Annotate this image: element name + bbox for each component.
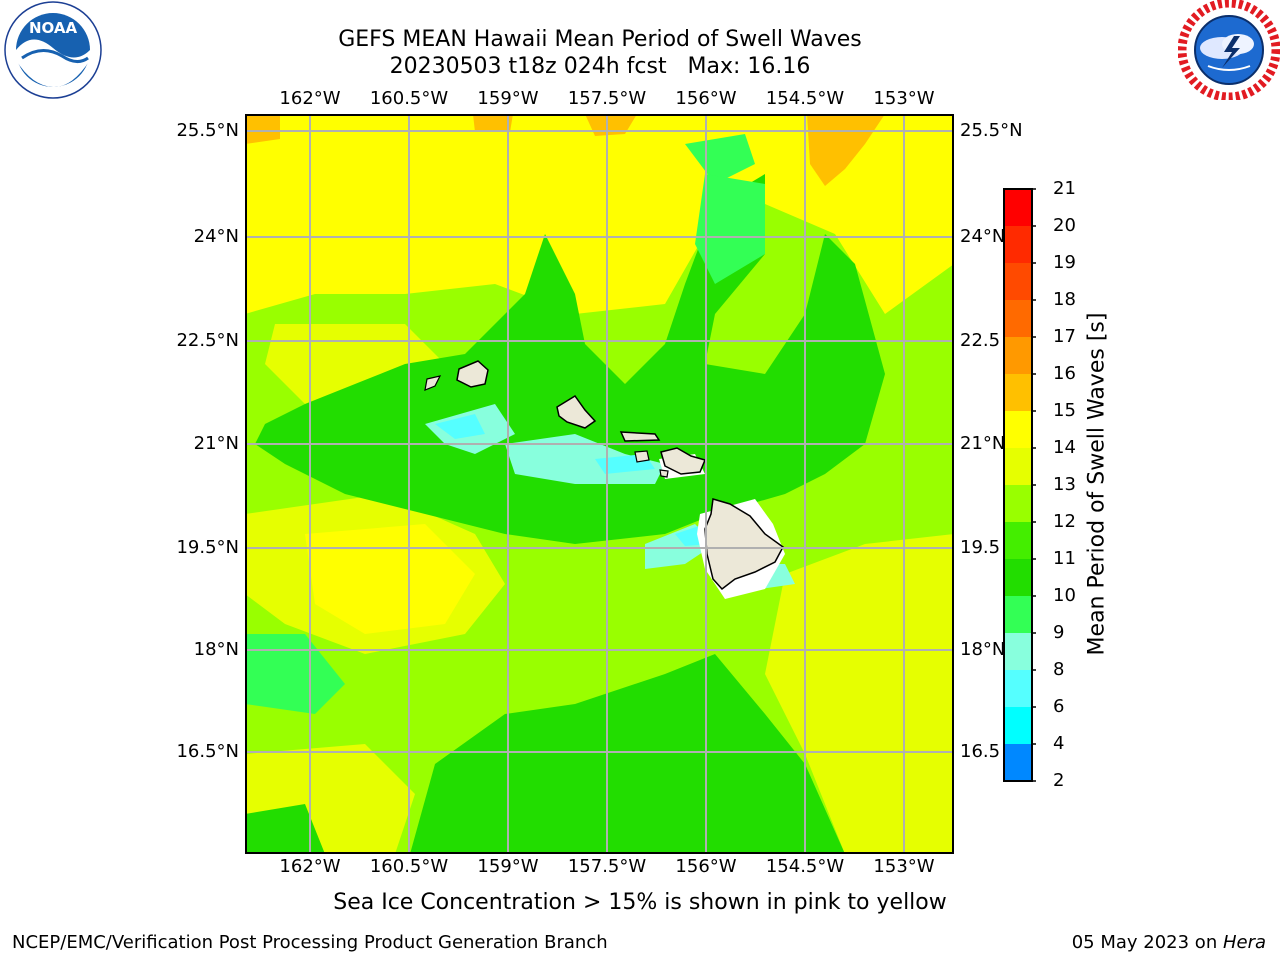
footer-date: 05 May 2023 on Hera	[1072, 932, 1266, 953]
colorbar-title: Mean Period of Swell Waves [s]	[1084, 312, 1110, 656]
colorbar-segment	[1004, 707, 1032, 745]
colorbar-segment	[1004, 522, 1032, 560]
lat-label-right: 18°N	[960, 639, 1006, 660]
lon-label-top: 159°W	[477, 88, 539, 109]
sea-ice-note: Sea Ice Concentration > 15% is shown in …	[333, 890, 947, 915]
colorbar-segment	[1004, 633, 1032, 671]
colorbar-segment	[1004, 189, 1032, 227]
lon-label-top: 162°W	[279, 88, 341, 109]
colorbar-tick-label: 9	[1053, 622, 1065, 643]
colorbar-segment	[1004, 411, 1032, 449]
lat-label-left: 21°N	[193, 433, 239, 454]
colorbar-segment	[1004, 744, 1032, 782]
colorbar-segment	[1004, 374, 1032, 412]
colorbar-tick-label: 14	[1053, 437, 1076, 458]
lon-label-bottom: 154.5°W	[765, 856, 845, 877]
lon-label-top: 160.5°W	[369, 88, 449, 109]
colorbar-segment	[1004, 448, 1032, 486]
colorbar-tick-label: 21	[1053, 178, 1076, 199]
colorbar-tick-label: 11	[1053, 548, 1076, 569]
colorbar-tick-label: 17	[1053, 326, 1076, 347]
colorbar-tick-label: 20	[1053, 215, 1076, 236]
swell-period-map	[245, 114, 954, 854]
colorbar-segment	[1004, 226, 1032, 264]
lon-label-top: 157.5°W	[567, 88, 647, 109]
colorbar-tick-label: 15	[1053, 400, 1076, 421]
chart-title: GEFS MEAN Hawaii Mean Period of Swell Wa…	[338, 27, 862, 52]
lon-label-top: 153°W	[873, 88, 935, 109]
colorbar-segment	[1004, 559, 1032, 597]
colorbar-tick-label: 6	[1053, 696, 1065, 717]
lon-label-top: 154.5°W	[765, 88, 845, 109]
colorbar-tick-label: 12	[1053, 511, 1076, 532]
colorbar-tick-label: 2	[1053, 770, 1065, 791]
lon-label-bottom: 159°W	[477, 856, 539, 877]
lat-label-left: 19.5°N	[176, 537, 239, 558]
lon-label-bottom: 153°W	[873, 856, 935, 877]
colorbar-tick-label: 19	[1053, 252, 1076, 273]
footer-host: Hera	[1222, 932, 1266, 953]
lon-label-bottom: 160.5°W	[369, 856, 449, 877]
colorbar-segment	[1004, 337, 1032, 375]
lat-label-left: 25.5°N	[176, 120, 239, 141]
colorbar-tick-label: 10	[1053, 585, 1076, 606]
colorbar-segment	[1004, 263, 1032, 301]
colorbar-segment	[1004, 485, 1032, 523]
lat-label-right: 21°N	[960, 433, 1006, 454]
colorbar-segment	[1004, 670, 1032, 708]
colorbar-tick-label: 8	[1053, 659, 1065, 680]
lon-label-bottom: 157.5°W	[567, 856, 647, 877]
footer-credit: NCEP/EMC/Verification Post Processing Pr…	[12, 932, 608, 953]
footer-date-text: 05 May 2023 on	[1071, 932, 1223, 953]
chart-subtitle: 20230503 t18z 024h fcst Max: 16.16	[389, 54, 811, 79]
colorbar-tick-label: 16	[1053, 363, 1076, 384]
lat-label-left: 22.5°N	[176, 330, 239, 351]
nws-logo-icon	[1178, 0, 1280, 100]
noaa-logo-text: NOAA	[29, 19, 78, 37]
colorbar-segment	[1004, 300, 1032, 338]
lat-label-right: 25.5°N	[960, 120, 1023, 141]
colorbar-tick-label: 13	[1053, 474, 1076, 495]
lat-label-right: 19.5	[960, 537, 1001, 558]
colorbar-tick-label: 4	[1053, 733, 1065, 754]
colorbar-tick-label: 18	[1053, 289, 1076, 310]
lat-label-left: 16.5°N	[176, 741, 239, 762]
colorbar	[1003, 188, 1036, 782]
lat-label-left: 24°N	[193, 226, 239, 247]
lat-label-right: 22.5	[960, 330, 1001, 351]
lat-label-right: 16.5	[960, 741, 1001, 762]
lat-label-left: 18°N	[193, 639, 239, 660]
lon-label-top: 156°W	[675, 88, 737, 109]
lon-label-bottom: 156°W	[675, 856, 737, 877]
noaa-logo-icon: NOAA	[4, 1, 102, 99]
lat-label-right: 24°N	[960, 226, 1006, 247]
lon-label-bottom: 162°W	[279, 856, 341, 877]
colorbar-segment	[1004, 596, 1032, 634]
